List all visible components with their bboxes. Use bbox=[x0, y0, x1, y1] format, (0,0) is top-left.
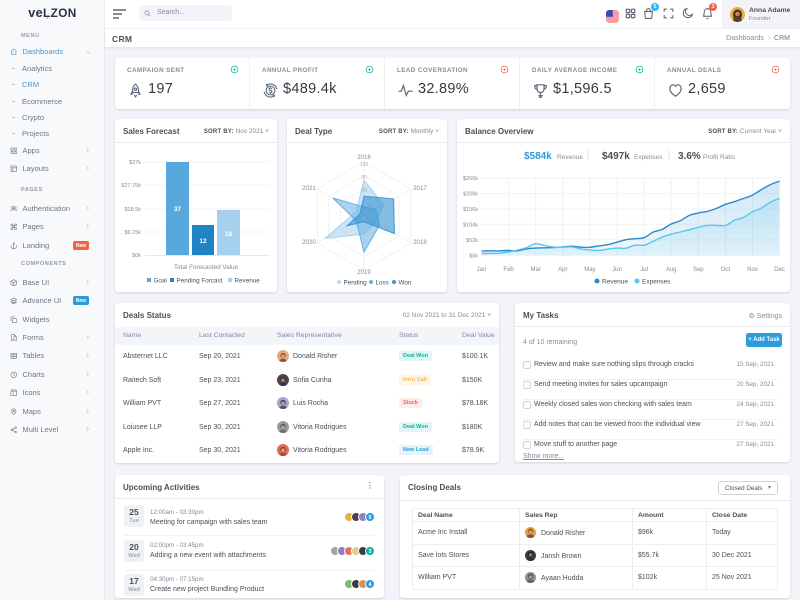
svg-text:12: 12 bbox=[199, 238, 207, 245]
svg-text:0: 0 bbox=[363, 216, 366, 222]
svg-text:18: 18 bbox=[225, 231, 233, 238]
svg-text:May: May bbox=[584, 267, 595, 273]
svg-text:2019: 2019 bbox=[357, 269, 371, 276]
svg-text:2018: 2018 bbox=[413, 239, 427, 246]
svg-text:Dec: Dec bbox=[774, 267, 785, 273]
svg-text:$156k: $156k bbox=[463, 207, 478, 213]
svg-text:Feb: Feb bbox=[503, 267, 514, 273]
svg-text:2021: 2021 bbox=[302, 185, 316, 192]
svg-text:Mar: Mar bbox=[531, 267, 541, 273]
svg-text:Revenue: Revenue bbox=[602, 279, 628, 286]
svg-text:Aug: Aug bbox=[666, 267, 677, 273]
svg-text:$104k: $104k bbox=[463, 222, 478, 228]
svg-text:$260k: $260k bbox=[463, 176, 478, 182]
svg-text:$208k: $208k bbox=[463, 192, 478, 198]
svg-text:Expenses: Expenses bbox=[634, 154, 663, 161]
svg-text:90: 90 bbox=[361, 175, 367, 181]
svg-text:Loss: Loss bbox=[376, 280, 389, 287]
svg-text:Profit Ratio: Profit Ratio bbox=[703, 154, 736, 161]
svg-text:Apr: Apr bbox=[558, 267, 567, 273]
svg-text:Goal: Goal bbox=[154, 278, 167, 285]
svg-text:3.6%: 3.6% bbox=[678, 151, 701, 162]
svg-text:$18.5k: $18.5k bbox=[124, 207, 141, 213]
svg-text:$497k: $497k bbox=[602, 151, 630, 162]
svg-text:Won: Won bbox=[399, 280, 412, 287]
svg-text:Pending: Pending bbox=[344, 280, 368, 287]
svg-text:$37k: $37k bbox=[129, 160, 141, 166]
svg-text:Jan: Jan bbox=[477, 267, 487, 273]
svg-text:$0k: $0k bbox=[469, 253, 478, 259]
svg-text:60: 60 bbox=[361, 188, 367, 194]
svg-text:Expenses: Expenses bbox=[642, 279, 671, 286]
svg-text:Pending Forcast: Pending Forcast bbox=[177, 278, 223, 285]
svg-text:Nov: Nov bbox=[747, 267, 758, 273]
svg-text:2017: 2017 bbox=[413, 185, 427, 192]
svg-text:2020: 2020 bbox=[302, 239, 316, 246]
svg-text:$27.75k: $27.75k bbox=[121, 183, 141, 189]
svg-text:$52k: $52k bbox=[466, 238, 478, 244]
svg-text:Revenue: Revenue bbox=[235, 278, 261, 285]
svg-text:Jun: Jun bbox=[612, 267, 622, 273]
svg-text:2016: 2016 bbox=[357, 154, 371, 161]
svg-text:Total Forecasted Value: Total Forecasted Value bbox=[174, 264, 238, 271]
svg-text:Oct: Oct bbox=[721, 267, 731, 273]
svg-text:120: 120 bbox=[360, 162, 369, 168]
svg-text:$584k: $584k bbox=[524, 151, 552, 162]
svg-text:Jul: Jul bbox=[640, 267, 648, 273]
svg-text:$0k: $0k bbox=[132, 253, 141, 259]
svg-text:Sep: Sep bbox=[693, 267, 704, 273]
svg-text:Revenue: Revenue bbox=[557, 154, 583, 161]
svg-text:37: 37 bbox=[174, 206, 182, 213]
svg-text:$9.25k: $9.25k bbox=[124, 230, 141, 236]
